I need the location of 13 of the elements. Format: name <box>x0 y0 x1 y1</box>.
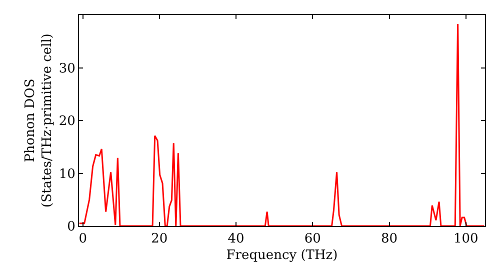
x-tick-label: 80 <box>380 232 398 247</box>
x-tick-label: 60 <box>304 232 321 247</box>
y-tick-label: 0 <box>67 220 76 235</box>
y-tick-label: 30 <box>58 61 76 76</box>
x-tick-label: 100 <box>453 232 478 247</box>
x-tick-label: 40 <box>228 232 244 247</box>
x-tick-label: 0 <box>78 232 87 247</box>
y-tick-label: 10 <box>58 166 76 182</box>
x-tick-label: 20 <box>151 232 168 247</box>
x-axis-title: Frequency (THz) <box>226 248 338 264</box>
y-axis-title: Phonon DOS (States/THz·primitive cell) <box>22 33 55 208</box>
line-series <box>79 23 485 226</box>
y-tick-label: 20 <box>58 114 76 130</box>
